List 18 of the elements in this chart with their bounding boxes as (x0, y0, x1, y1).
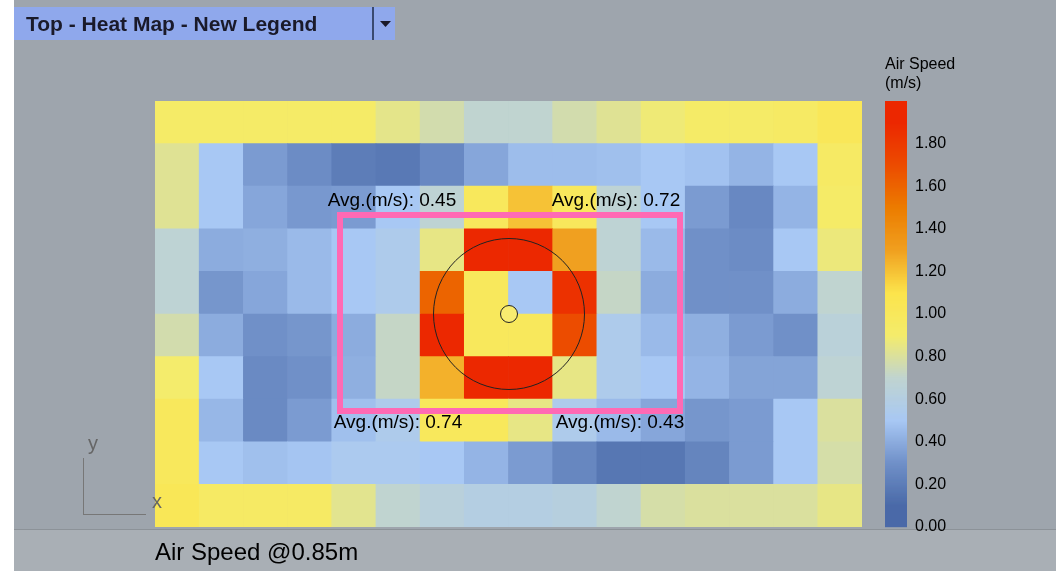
color-bar-label: 1.80 (915, 134, 947, 152)
text: Air Speed @0.85m (155, 538, 359, 566)
color-bar-label: 1.00 (915, 304, 947, 322)
chart-title: Top - Heat Map - New Legend (25, 11, 318, 36)
color-bar-label: 0.20 (915, 474, 947, 492)
color-bar-title: Air Speed (m/s) (885, 54, 956, 92)
y-axis-title: y (88, 432, 98, 455)
color-bar-label: 0.60 (915, 389, 947, 407)
color-bar-label: 0.80 (915, 347, 947, 365)
annotation: Avg.(m/s): 0.45 (327, 189, 457, 210)
color-bar-label: 0.00 (915, 517, 947, 535)
color-bar-label: 1.40 (915, 219, 947, 237)
annotation: Avg.(m/s): 0.74 (333, 411, 463, 432)
color-bar-label: 0.40 (915, 432, 947, 450)
color-bar-label: 1.60 (915, 176, 947, 194)
annotation: Avg.(m/s): 0.72 (551, 189, 681, 210)
annotation: Avg.(m/s): 0.43 (555, 411, 685, 432)
color-bar-label: 1.20 (915, 261, 947, 279)
